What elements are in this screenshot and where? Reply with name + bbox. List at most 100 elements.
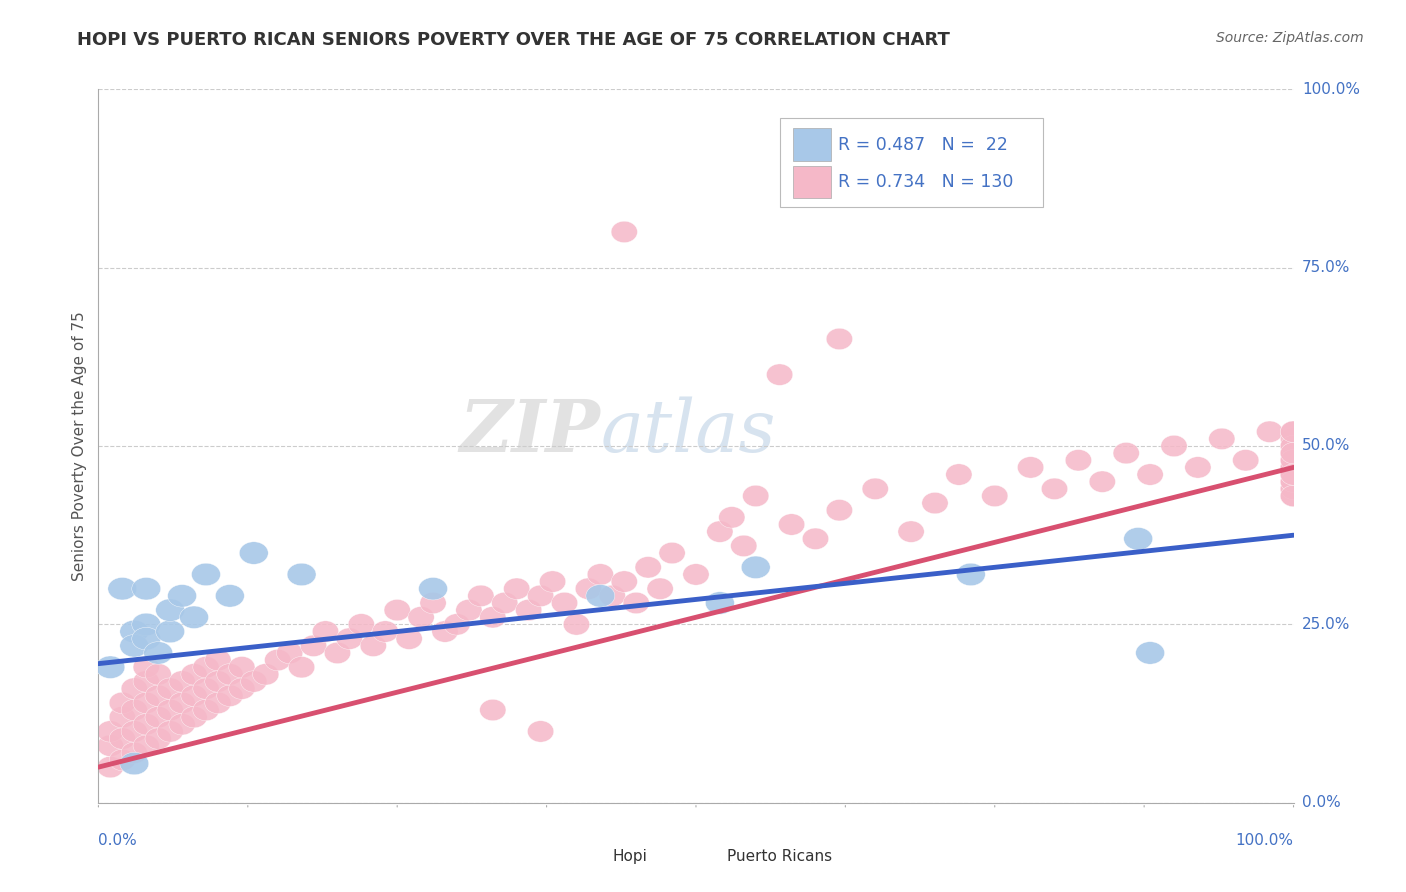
Ellipse shape <box>516 599 541 621</box>
Ellipse shape <box>132 613 160 636</box>
Ellipse shape <box>1161 435 1187 457</box>
Ellipse shape <box>288 657 315 678</box>
Ellipse shape <box>1209 428 1234 450</box>
Ellipse shape <box>827 500 852 521</box>
Ellipse shape <box>156 599 184 622</box>
Ellipse shape <box>707 521 733 542</box>
Ellipse shape <box>143 641 173 665</box>
Ellipse shape <box>193 657 219 678</box>
Ellipse shape <box>659 542 685 564</box>
Ellipse shape <box>1281 457 1306 478</box>
FancyBboxPatch shape <box>793 128 831 161</box>
Ellipse shape <box>1137 464 1163 485</box>
Ellipse shape <box>110 728 135 749</box>
Ellipse shape <box>1281 421 1306 442</box>
Text: 75.0%: 75.0% <box>1302 260 1350 275</box>
Ellipse shape <box>1114 442 1139 464</box>
FancyBboxPatch shape <box>568 847 609 871</box>
Ellipse shape <box>157 721 183 742</box>
Text: Hopi: Hopi <box>613 849 647 863</box>
Ellipse shape <box>779 514 804 535</box>
Ellipse shape <box>134 671 159 692</box>
Ellipse shape <box>156 620 184 643</box>
Ellipse shape <box>981 485 1008 507</box>
Ellipse shape <box>1281 435 1306 457</box>
Ellipse shape <box>134 692 159 714</box>
Ellipse shape <box>193 678 219 699</box>
Ellipse shape <box>599 585 626 607</box>
Text: 50.0%: 50.0% <box>1302 439 1350 453</box>
Ellipse shape <box>564 614 589 635</box>
Ellipse shape <box>157 699 183 721</box>
Ellipse shape <box>1281 442 1306 464</box>
Ellipse shape <box>120 620 149 643</box>
Ellipse shape <box>956 563 986 586</box>
Ellipse shape <box>683 564 709 585</box>
Ellipse shape <box>408 607 434 628</box>
Ellipse shape <box>301 635 326 657</box>
Ellipse shape <box>181 685 207 706</box>
Ellipse shape <box>742 485 769 507</box>
Ellipse shape <box>96 656 125 679</box>
Ellipse shape <box>97 756 124 778</box>
Text: 0.0%: 0.0% <box>1302 796 1340 810</box>
Ellipse shape <box>145 706 172 728</box>
Ellipse shape <box>456 599 482 621</box>
FancyBboxPatch shape <box>682 847 723 871</box>
Ellipse shape <box>1257 421 1282 442</box>
Ellipse shape <box>325 642 350 664</box>
Ellipse shape <box>647 578 673 599</box>
Ellipse shape <box>169 671 195 692</box>
Ellipse shape <box>191 563 221 586</box>
Y-axis label: Seniors Poverty Over the Age of 75: Seniors Poverty Over the Age of 75 <box>72 311 87 581</box>
Ellipse shape <box>1281 421 1306 442</box>
Ellipse shape <box>586 584 614 607</box>
Ellipse shape <box>636 557 661 578</box>
Ellipse shape <box>718 507 745 528</box>
Ellipse shape <box>336 628 363 649</box>
Ellipse shape <box>1233 450 1258 471</box>
Ellipse shape <box>503 578 530 599</box>
Ellipse shape <box>1042 478 1067 500</box>
Ellipse shape <box>432 621 458 642</box>
Ellipse shape <box>419 577 447 600</box>
Text: ZIP: ZIP <box>460 396 600 467</box>
Ellipse shape <box>527 585 554 607</box>
Ellipse shape <box>1281 442 1306 464</box>
Ellipse shape <box>145 728 172 749</box>
Ellipse shape <box>193 699 219 721</box>
Ellipse shape <box>181 664 207 685</box>
Ellipse shape <box>121 742 148 764</box>
Ellipse shape <box>1281 435 1306 457</box>
Ellipse shape <box>1281 478 1306 500</box>
Ellipse shape <box>1281 450 1306 471</box>
Ellipse shape <box>287 563 316 586</box>
Text: Puerto Ricans: Puerto Ricans <box>727 849 832 863</box>
Ellipse shape <box>612 221 637 243</box>
Ellipse shape <box>229 678 254 699</box>
Ellipse shape <box>145 664 172 685</box>
Ellipse shape <box>205 671 231 692</box>
Ellipse shape <box>1281 485 1306 507</box>
Ellipse shape <box>898 521 924 542</box>
Ellipse shape <box>229 657 254 678</box>
Ellipse shape <box>181 706 207 728</box>
Text: atlas: atlas <box>600 396 776 467</box>
Text: R = 0.487   N =  22: R = 0.487 N = 22 <box>838 136 1008 153</box>
Ellipse shape <box>134 714 159 735</box>
Ellipse shape <box>132 627 160 650</box>
Ellipse shape <box>205 649 231 671</box>
Ellipse shape <box>180 606 208 629</box>
Ellipse shape <box>623 592 650 614</box>
Ellipse shape <box>169 692 195 714</box>
Ellipse shape <box>1281 464 1306 485</box>
FancyBboxPatch shape <box>793 166 831 198</box>
Text: HOPI VS PUERTO RICAN SENIORS POVERTY OVER THE AGE OF 75 CORRELATION CHART: HOPI VS PUERTO RICAN SENIORS POVERTY OVE… <box>77 31 950 49</box>
Ellipse shape <box>264 649 291 671</box>
Ellipse shape <box>384 599 411 621</box>
Ellipse shape <box>205 692 231 714</box>
Ellipse shape <box>120 752 149 775</box>
Ellipse shape <box>575 578 602 599</box>
Ellipse shape <box>217 685 243 706</box>
Ellipse shape <box>1123 527 1153 550</box>
